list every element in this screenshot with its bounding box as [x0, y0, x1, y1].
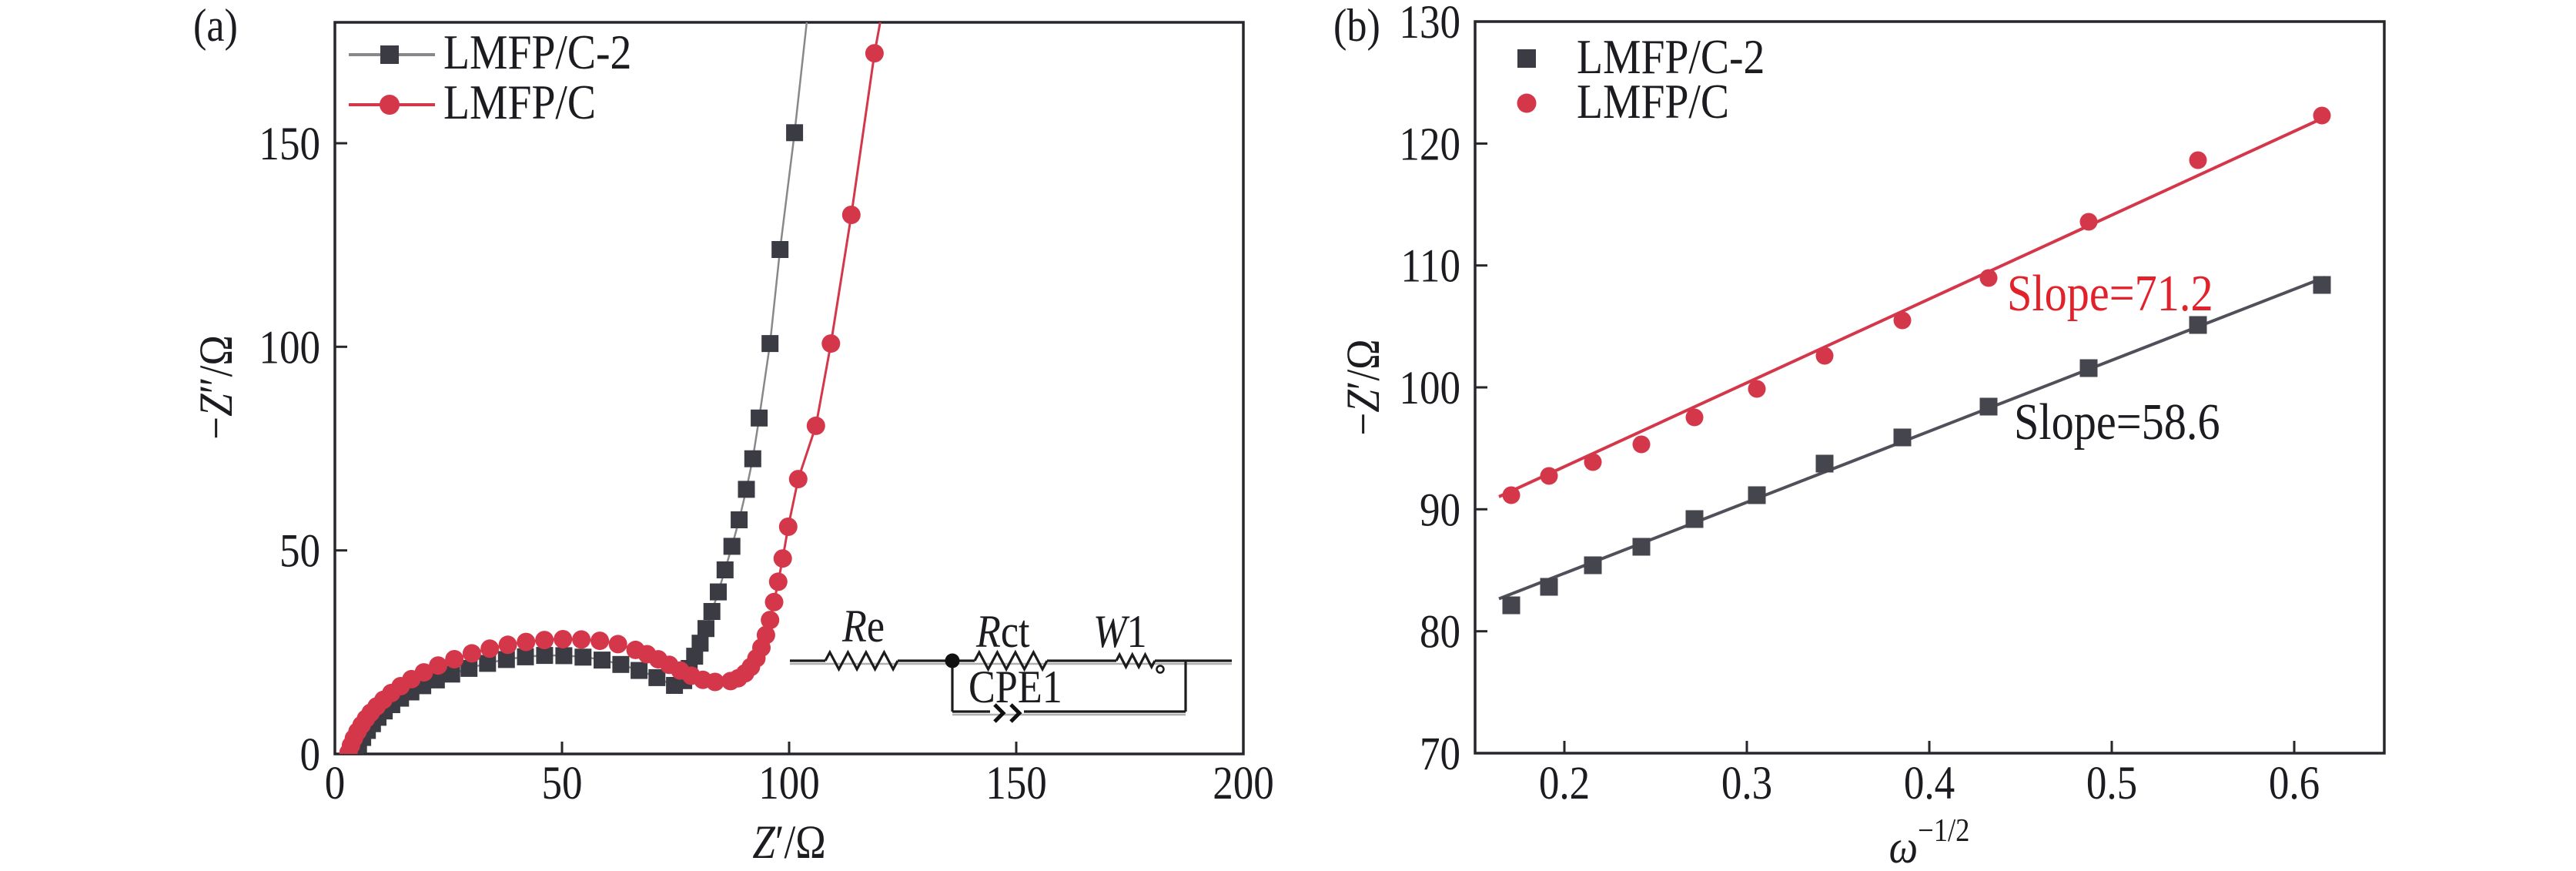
svg-text:(b): (b) [1333, 1, 1380, 52]
svg-text:Z′/Ω: Z′/Ω [752, 817, 825, 869]
svg-text:LMFP/C: LMFP/C [1577, 74, 1729, 128]
svg-text:LMFP/C-2: LMFP/C-2 [443, 25, 631, 79]
svg-text:LMFP/C: LMFP/C [443, 75, 596, 129]
svg-text:0: 0 [299, 729, 320, 781]
svg-text:0.2: 0.2 [1539, 758, 1590, 809]
svg-text:150: 150 [259, 119, 320, 170]
svg-text:0.4: 0.4 [1904, 758, 1955, 809]
svg-text:0.5: 0.5 [2086, 758, 2137, 809]
svg-text:130: 130 [1399, 0, 1460, 49]
svg-text:−Z′/Ω: −Z′/Ω [1338, 339, 1390, 435]
svg-text:Slope=58.6: Slope=58.6 [2014, 393, 2220, 451]
svg-text:−Z″/Ω: −Z″/Ω [191, 335, 243, 440]
svg-text:Rct: Rct [975, 607, 1030, 658]
svg-text:70: 70 [1420, 729, 1460, 780]
svg-text:Re: Re [841, 601, 885, 652]
svg-text:Slope=71.2: Slope=71.2 [2007, 264, 2213, 322]
svg-text:ω−1/2: ω−1/2 [1889, 812, 1970, 871]
svg-text:80: 80 [1420, 606, 1460, 658]
svg-text:120: 120 [1399, 119, 1460, 170]
svg-text:(a): (a) [193, 1, 238, 52]
svg-text:W1: W1 [1093, 607, 1147, 658]
svg-text:100: 100 [259, 322, 320, 374]
svg-text:110: 110 [1400, 240, 1460, 292]
svg-text:50: 50 [279, 525, 320, 577]
svg-text:0.6: 0.6 [2269, 758, 2320, 809]
svg-text:100: 100 [758, 758, 820, 809]
svg-text:0.3: 0.3 [1721, 758, 1772, 809]
svg-text:200: 200 [1213, 758, 1274, 809]
svg-text:100: 100 [1399, 363, 1460, 414]
svg-text:150: 150 [985, 758, 1047, 809]
svg-text:CPE1: CPE1 [969, 662, 1062, 713]
svg-text:0: 0 [325, 758, 346, 809]
svg-text:90: 90 [1420, 484, 1460, 536]
svg-text:50: 50 [541, 758, 582, 809]
svg-text:LMFP/C-2: LMFP/C-2 [1577, 29, 1765, 83]
